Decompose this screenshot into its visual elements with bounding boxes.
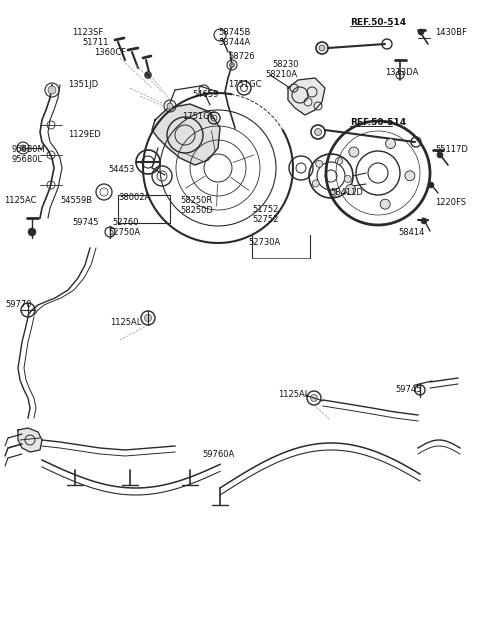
Circle shape <box>336 158 343 165</box>
Circle shape <box>428 182 434 188</box>
Text: 1360CF: 1360CF <box>94 48 126 57</box>
Circle shape <box>167 103 173 109</box>
Text: 52760: 52760 <box>112 218 139 227</box>
Text: 59770: 59770 <box>5 300 32 309</box>
Circle shape <box>48 86 56 94</box>
Text: 52750A: 52750A <box>108 228 140 237</box>
Circle shape <box>346 185 356 195</box>
Text: 1751GC: 1751GC <box>182 112 216 121</box>
Circle shape <box>20 145 26 151</box>
Text: 59745: 59745 <box>72 218 98 227</box>
Circle shape <box>405 171 415 181</box>
Text: 58250R: 58250R <box>180 196 212 205</box>
Circle shape <box>319 45 325 51</box>
Polygon shape <box>152 104 220 165</box>
Circle shape <box>144 314 152 322</box>
Circle shape <box>349 147 359 157</box>
Text: 58210A: 58210A <box>265 70 297 79</box>
Circle shape <box>380 199 390 209</box>
Text: 1123SF: 1123SF <box>72 28 103 37</box>
Circle shape <box>437 152 443 158</box>
Circle shape <box>311 394 317 401</box>
Text: 58230: 58230 <box>272 60 299 69</box>
Circle shape <box>316 160 323 167</box>
Text: 58414: 58414 <box>398 228 424 237</box>
Text: 54559B: 54559B <box>60 196 92 205</box>
Bar <box>118 195 170 223</box>
Text: 1220FS: 1220FS <box>435 198 466 207</box>
Circle shape <box>229 63 235 68</box>
Text: 1125AL: 1125AL <box>278 390 310 399</box>
Text: 51711: 51711 <box>82 38 108 47</box>
Text: 1351JD: 1351JD <box>68 80 98 89</box>
Text: 1430BF: 1430BF <box>435 28 467 37</box>
Text: 58745B: 58745B <box>218 28 251 37</box>
Text: 58411D: 58411D <box>330 188 363 197</box>
Text: REF.50-514: REF.50-514 <box>350 118 406 127</box>
Text: 58250D: 58250D <box>180 206 213 215</box>
Circle shape <box>418 29 424 35</box>
Text: 1125AC: 1125AC <box>4 196 36 205</box>
Text: 54659: 54659 <box>192 90 218 99</box>
Circle shape <box>421 218 427 224</box>
Text: 95680M: 95680M <box>12 145 46 154</box>
Text: 51752: 51752 <box>252 205 278 214</box>
Text: 58726: 58726 <box>228 52 254 61</box>
Text: 59745: 59745 <box>395 385 421 394</box>
Text: 54453: 54453 <box>108 165 134 174</box>
Circle shape <box>314 128 322 135</box>
Text: 1313DA: 1313DA <box>385 68 419 77</box>
Text: 38002A: 38002A <box>118 193 150 202</box>
Text: 1751GC: 1751GC <box>228 80 262 89</box>
Circle shape <box>144 71 152 78</box>
Polygon shape <box>288 78 325 115</box>
Text: REF.50-514: REF.50-514 <box>350 18 406 27</box>
Circle shape <box>344 175 351 182</box>
Circle shape <box>385 138 396 148</box>
Text: 59760A: 59760A <box>202 450 234 459</box>
Circle shape <box>312 180 319 187</box>
Text: 58744A: 58744A <box>218 38 250 47</box>
Text: 1125AL: 1125AL <box>110 318 142 327</box>
Circle shape <box>28 228 36 236</box>
Text: 52730A: 52730A <box>248 238 280 247</box>
Text: 52752: 52752 <box>252 215 278 224</box>
Text: 95680L: 95680L <box>12 155 43 164</box>
Circle shape <box>330 189 337 197</box>
Text: 1129ED: 1129ED <box>68 130 101 139</box>
Text: 55117D: 55117D <box>435 145 468 154</box>
Polygon shape <box>18 428 42 452</box>
